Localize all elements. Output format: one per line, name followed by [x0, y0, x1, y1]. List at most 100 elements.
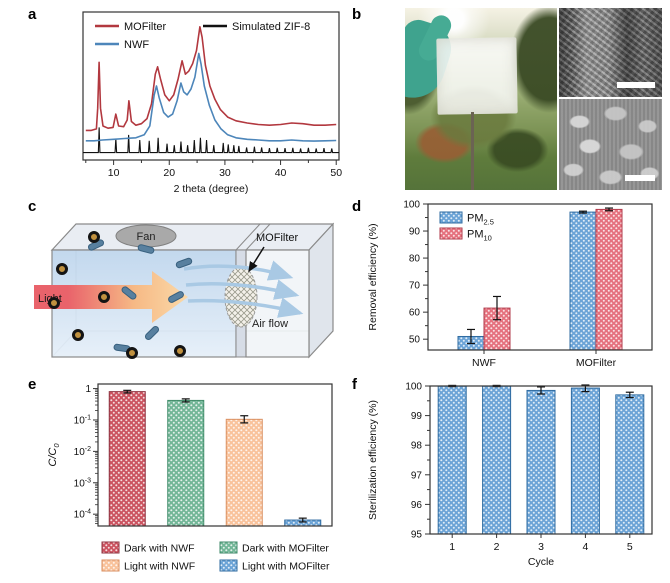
svg-text:100: 100 [405, 382, 422, 393]
svg-text:40: 40 [275, 167, 287, 179]
simulated-zif8-pattern [83, 127, 339, 154]
air-flow-arrow [185, 279, 300, 300]
svg-text:20: 20 [163, 167, 175, 179]
svg-text:98: 98 [411, 441, 423, 452]
mof-film [436, 37, 518, 115]
bar-plot: 95 96 97 98 99 100 Sterilization efficiency (%… [367, 382, 653, 568]
bar-Light with NWF [225, 418, 263, 527]
svg-text:99: 99 [411, 411, 423, 422]
svg-text:Sterilization efficiency (%): Sterilization efficiency (%) [367, 400, 379, 520]
air-flow-arrow [187, 297, 304, 318]
bar-MOFilter [569, 211, 597, 351]
svg-text:Fan: Fan [137, 231, 156, 243]
bacteria [175, 257, 193, 269]
svg-text:Removal efficiency (%): Removal efficiency (%) [367, 223, 379, 330]
mof-particle [48, 297, 60, 309]
svg-text:90: 90 [409, 227, 421, 238]
bar-Dark with NWF [108, 391, 146, 527]
mof-particle [126, 347, 138, 359]
svg-text:70: 70 [409, 281, 421, 292]
svg-text:10-3: 10-3 [74, 477, 91, 489]
svg-text:Cycle: Cycle [528, 556, 554, 568]
log-bar-legend: Dark with NWF Dark with MOFilter Light wit… [101, 541, 330, 573]
svg-text:10-2: 10-2 [74, 446, 91, 458]
svg-text:MOFilter: MOFilter [124, 21, 167, 33]
svg-text:80: 80 [409, 254, 421, 265]
svg-text:60: 60 [409, 308, 421, 319]
svg-text:NWF: NWF [124, 39, 149, 51]
panel-label-a: a [28, 6, 37, 23]
sem-image-nanofibers [559, 8, 662, 97]
svg-text:Light with NWF: Light with NWF [124, 561, 195, 573]
svg-text:50: 50 [409, 335, 421, 346]
svg-text:MOFilter: MOFilter [256, 232, 299, 244]
light-arrow [68, 271, 188, 323]
bacteria [121, 286, 137, 300]
svg-text:Simulated ZIF-8: Simulated ZIF-8 [232, 21, 310, 33]
svg-text:PM2.5: PM2.5 [467, 213, 494, 227]
mof-particle [88, 231, 100, 243]
bar-legend: PM2.5 PM10 [439, 211, 494, 243]
bar-3 [526, 389, 556, 535]
air-flow-arrow [183, 260, 294, 281]
svg-text:MOFilter: MOFilter [576, 357, 617, 369]
bar-plot: 50 60 70 80 90 100 Removal efficiency (%) NWF MO… [367, 200, 653, 369]
film-holder-stick [471, 112, 474, 190]
bacteria [168, 291, 184, 303]
svg-text:1: 1 [449, 541, 455, 553]
panel-label-c: c [28, 198, 37, 215]
svg-text:Light with MOFilter: Light with MOFilter [242, 561, 330, 573]
xrd-chart: 10 20 30 40 50 2 theta (degree) MOFilter NWF Sim… [82, 11, 342, 195]
panel-label-e: e [28, 376, 37, 393]
removal-efficiency-chart: 50 60 70 80 90 100 Removal efficiency (%) NWF MO… [367, 200, 653, 369]
svg-text:2 theta (degree): 2 theta (degree) [174, 183, 249, 195]
panel-label-f: f [352, 376, 357, 393]
svg-text:Dark with NWF: Dark with NWF [124, 543, 195, 555]
xrd-legend: MOFilter NWF Simulated ZIF-8 [95, 21, 310, 51]
outdoor-photo-mofilter-film [405, 8, 557, 190]
log-bar-plot: 1 10-1 10-2 10-3 10-4 C/C0 [47, 383, 333, 527]
svg-text:10-4: 10-4 [74, 509, 91, 521]
bar-2 [482, 385, 512, 535]
svg-text:10-1: 10-1 [74, 414, 91, 426]
xrd-curve [85, 52, 337, 142]
panel-label-b: b [352, 6, 362, 23]
test-chamber-diagram: FanLightMOFilterAir flow [34, 222, 334, 359]
svg-text:Dark with MOFilter: Dark with MOFilter [242, 543, 329, 555]
bar-MOFilter [595, 208, 623, 351]
xrd-plot: 10 20 30 40 50 2 theta (degree) [82, 11, 342, 195]
xrd-curve [85, 25, 337, 132]
bar-4 [570, 387, 600, 535]
svg-text:C/C0: C/C0 [47, 443, 61, 467]
sterilization-cycle-chart: 95 96 97 98 99 100 Sterilization efficiency (%… [367, 382, 653, 568]
svg-text:3: 3 [538, 541, 544, 553]
bar-Dark with MOFilter [167, 399, 205, 527]
svg-text:5: 5 [627, 541, 633, 553]
sem-image-zif8-crystals [559, 99, 662, 190]
scale-bar [625, 175, 655, 181]
panel-label-d: d [352, 198, 362, 215]
svg-text:1: 1 [85, 384, 91, 395]
svg-text:Air flow: Air flow [252, 318, 288, 330]
chamber: FanLightMOFilterAir flow [34, 222, 334, 359]
svg-text:30: 30 [219, 167, 231, 179]
mof-particle [72, 329, 84, 341]
svg-text:96: 96 [411, 500, 423, 511]
bar-5 [615, 394, 645, 535]
bacteria [137, 244, 155, 254]
svg-text:4: 4 [582, 541, 588, 553]
svg-text:100: 100 [403, 200, 420, 211]
svg-text:NWF: NWF [472, 357, 496, 369]
bar-1 [437, 385, 467, 535]
scale-bar [617, 82, 655, 88]
bacteria [144, 325, 160, 341]
svg-text:95: 95 [411, 530, 423, 541]
mof-particle [98, 291, 110, 303]
svg-text:97: 97 [411, 470, 423, 481]
mof-particle [56, 263, 68, 275]
svg-text:2: 2 [494, 541, 500, 553]
svg-text:50: 50 [330, 167, 342, 179]
mof-particle [174, 345, 186, 357]
